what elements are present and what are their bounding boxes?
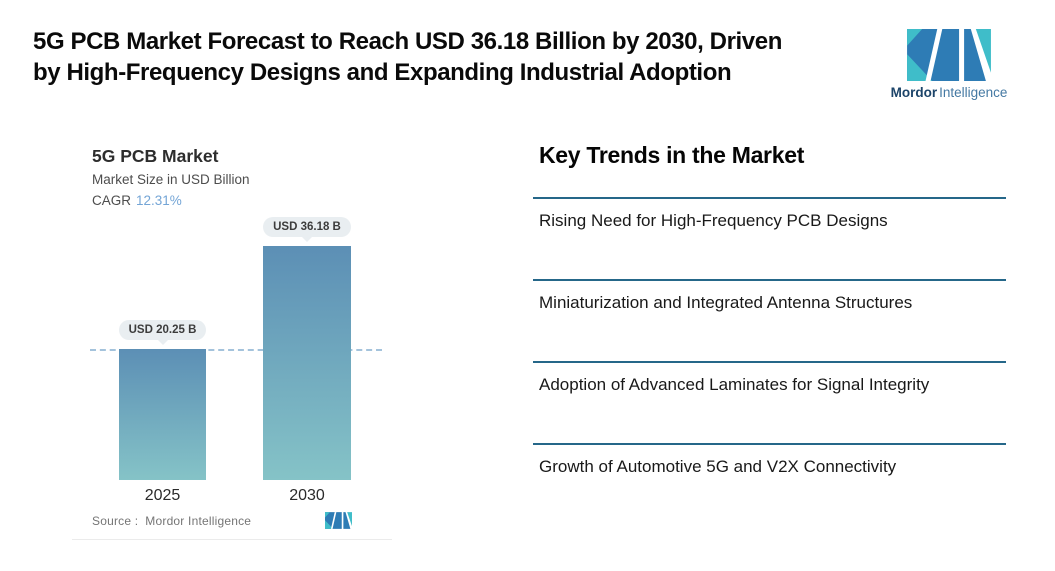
mordor-logo-mini-icon — [325, 512, 352, 529]
trend-item-4: Growth of Automotive 5G and V2X Connecti… — [533, 443, 1006, 503]
chart-cagr: CAGR 12.31% — [92, 193, 182, 208]
value-label-2025: USD 20.25 B — [128, 324, 197, 336]
source-value: Mordor Intelligence — [145, 514, 252, 528]
reference-dashed-line — [90, 349, 382, 352]
bar-group-2030: USD 36.18 B 2030 — [263, 190, 351, 504]
trend-item-3: Adoption of Advanced Laminates for Signa… — [533, 361, 1006, 443]
trend-item-2: Miniaturization and Integrated Antenna S… — [533, 279, 1006, 361]
value-label-2030: USD 36.18 B — [273, 221, 341, 233]
brand-wordmark: Mordor Intelligence — [891, 85, 1008, 100]
key-trends-panel: Key Trends in the Market Rising Need for… — [533, 141, 1006, 503]
chart-source: Source : Mordor Intelligence — [92, 514, 251, 528]
bar-chart: USD 20.25 B 2025 USD 36.18 B 2030 — [72, 125, 392, 539]
brand-wordmark-bold: Mordor — [890, 85, 938, 100]
page-title-line-2: by High-Frequency Designs and Expanding … — [33, 59, 732, 86]
source-label: Source : — [92, 514, 139, 528]
page-title-line-1: 5G PCB Market Forecast to Reach USD 36.1… — [33, 28, 782, 55]
trend-item-1: Rising Need for High-Frequency PCB Desig… — [533, 197, 1006, 279]
axis-label-2025: 2025 — [144, 487, 181, 504]
value-label-pill-2030: USD 36.18 B — [263, 217, 351, 242]
brand-wordmark-light: Intelligence — [939, 85, 1008, 100]
brand-logo: Mordor Intelligence — [889, 29, 1009, 100]
key-trends-heading: Key Trends in the Market — [539, 142, 805, 168]
cagr-label: CAGR — [92, 193, 132, 208]
bar-2030 — [263, 246, 351, 480]
axis-label-2030: 2030 — [289, 487, 325, 504]
mordor-logo-icon — [907, 29, 991, 81]
cagr-value: 12.31% — [136, 193, 182, 208]
bar-group-2025: USD 20.25 B 2025 — [118, 190, 207, 504]
chart-title: 5G PCB Market — [92, 146, 219, 166]
chart-card: 5G PCB Market Market Size in USD Billion… — [72, 125, 392, 540]
value-label-pill-2025: USD 20.25 B — [118, 320, 207, 345]
chart-subtitle: Market Size in USD Billion — [92, 172, 250, 187]
page-title: 5G PCB Market Forecast to Reach USD 36.1… — [33, 26, 782, 88]
bar-2025 — [119, 349, 206, 480]
